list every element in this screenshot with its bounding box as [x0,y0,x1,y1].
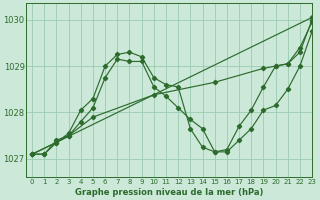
X-axis label: Graphe pression niveau de la mer (hPa): Graphe pression niveau de la mer (hPa) [75,188,263,197]
